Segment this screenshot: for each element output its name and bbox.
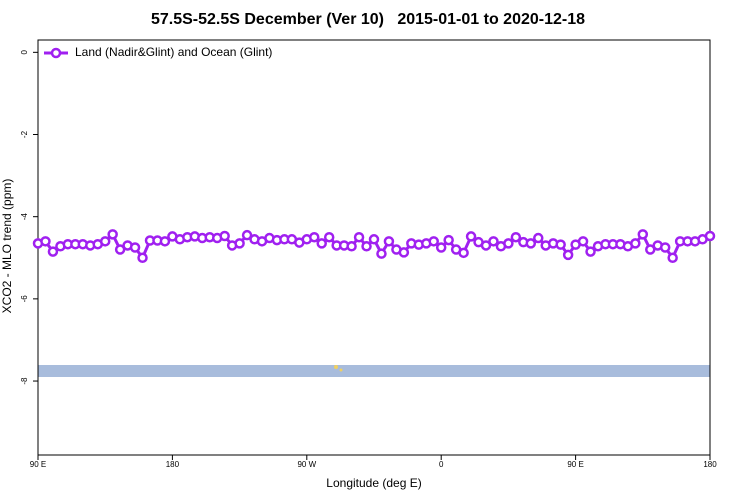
data-point: [99, 236, 111, 247]
legend: Land (Nadir&Glint) and Ocean (Glint): [44, 45, 272, 59]
data-point: [159, 236, 171, 247]
y-tick-label: -2: [20, 130, 29, 138]
data-point: [107, 229, 118, 240]
data-point: [704, 230, 716, 242]
data-point: [234, 238, 245, 249]
map-feature: [339, 368, 343, 372]
data-point: [465, 231, 477, 242]
data-point: [137, 252, 148, 264]
data-point: [488, 236, 499, 247]
legend-marker: [50, 47, 62, 59]
data-point: [562, 249, 574, 261]
data-point: [510, 231, 522, 243]
y-axis-title: XCO2 - MLO trend (ppm): [0, 179, 14, 314]
legend-label: Land (Nadir&Glint) and Ocean (Glint): [75, 45, 272, 59]
y-tick-label: -8: [20, 377, 29, 385]
data-point: [47, 246, 59, 257]
data-point: [383, 236, 395, 247]
y-tick-label: 0: [20, 50, 29, 55]
data-point: [309, 231, 320, 243]
data-point: [577, 236, 589, 247]
data-point: [346, 241, 357, 252]
x-tick-label: 90 E: [30, 460, 46, 469]
y-tick-label: -4: [20, 213, 29, 221]
x-axis-title: Longitude (deg E): [326, 476, 421, 490]
data-point: [241, 229, 253, 241]
data-point: [129, 242, 141, 253]
x-tick-label: 90 E: [567, 460, 583, 469]
data-point: [428, 236, 439, 247]
y-tick-label: -6: [20, 295, 29, 303]
data-point: [376, 248, 387, 259]
plot-area: [32, 229, 716, 264]
x-tick-label: 90 W: [297, 460, 316, 469]
data-point: [667, 252, 678, 264]
data-point: [630, 238, 641, 249]
x-tick-label: 0: [439, 460, 444, 469]
x-tick-label: 180: [703, 460, 717, 469]
data-point: [458, 247, 469, 259]
data-point: [435, 242, 447, 253]
map-strip: [38, 365, 710, 377]
data-point: [555, 239, 566, 250]
data-point: [503, 238, 514, 249]
data-point: [659, 242, 671, 253]
data-point: [219, 230, 230, 242]
data-point: [353, 231, 365, 243]
data-point: [316, 238, 327, 249]
data-point: [398, 247, 410, 258]
data-point: [443, 234, 454, 246]
data-point: [525, 238, 537, 249]
data-point: [645, 244, 656, 255]
data-point: [323, 231, 335, 243]
data-point: [533, 232, 544, 244]
data-point: [361, 241, 372, 252]
data-point: [40, 236, 51, 247]
data-point: [480, 240, 492, 251]
data-point: [368, 234, 380, 245]
map-feature: [334, 365, 338, 369]
data-point: [585, 246, 596, 257]
x-tick-label: 180: [166, 460, 180, 469]
data-point: [114, 244, 126, 255]
chart-title: 57.5S-52.5S December (Ver 10) 2015-01-01…: [151, 11, 585, 28]
data-point: [637, 229, 649, 240]
